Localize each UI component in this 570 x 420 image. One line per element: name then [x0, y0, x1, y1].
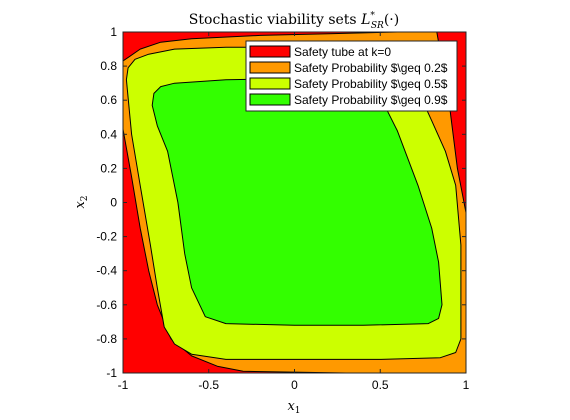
- legend-label-1: Safety Probability $\geq 0.2$: [294, 61, 448, 75]
- y-axis-label: x2: [73, 195, 90, 208]
- chart-title-symbol: L: [360, 12, 370, 28]
- plot-area: [123, 32, 466, 373]
- x-axis-label: x1: [287, 399, 300, 416]
- x-axis-label-base: x: [287, 399, 295, 414]
- y-tick-label-1: -0.8: [96, 332, 117, 346]
- x-tick-label-4: 1: [463, 378, 470, 392]
- legend-swatch-1: [249, 61, 291, 74]
- y-tick-label-8: 0.6: [100, 93, 117, 107]
- chart-title-argument: (·): [384, 12, 399, 28]
- y-tick-label-0: -1: [106, 366, 117, 380]
- chart-title: Stochastic viability sets L* SR(·): [189, 11, 399, 31]
- legend-swatch-3: [249, 93, 291, 106]
- chart-title-main: Stochastic viability sets: [189, 12, 361, 28]
- y-tick-label-3: -0.4: [96, 264, 117, 278]
- legend-label-0: Safety tube at k=0: [294, 45, 391, 59]
- chart-title-superscript: *: [370, 11, 375, 21]
- x-tick-label-1: -0.5: [198, 378, 219, 392]
- legend-label-3: Safety Probability $\geq 0.9$: [294, 93, 448, 107]
- y-tick-label-7: 0.4: [100, 127, 117, 141]
- x-axis-label-subscript: 1: [295, 406, 301, 416]
- chart-title-subscript: SR: [371, 21, 384, 31]
- y-tick-label-5: 0: [110, 196, 117, 210]
- y-axis: -1 -0.8 -0.6 -0.4 -0.2 0 0.2 0.4 0.6 0.8 1: [96, 25, 466, 380]
- y-tick-label-9: 0.8: [100, 59, 117, 73]
- x-axis: -1 -0.5 0 0.5 1: [118, 32, 470, 392]
- y-tick-label-4: -0.2: [96, 230, 117, 244]
- y-tick-label-6: 0.2: [100, 161, 117, 175]
- x-tick-label-0: -1: [118, 378, 129, 392]
- x-tick-label-3: 0.5: [372, 378, 389, 392]
- region-3: [151, 77, 443, 326]
- y-tick-label-10: 1: [110, 25, 117, 39]
- y-axis-label-base: x: [73, 201, 88, 209]
- x-tick-label-2: 0: [291, 378, 298, 392]
- y-axis-label-subscript: 2: [80, 195, 90, 201]
- y-tick-label-2: -0.6: [96, 298, 117, 312]
- legend-label-2: Safety Probability $\geq 0.5$: [294, 77, 448, 91]
- legend-swatch-2: [249, 77, 291, 90]
- legend-swatch-0: [249, 45, 291, 58]
- legend: Safety tube at k=0 Safety Probability $\g…: [245, 40, 458, 112]
